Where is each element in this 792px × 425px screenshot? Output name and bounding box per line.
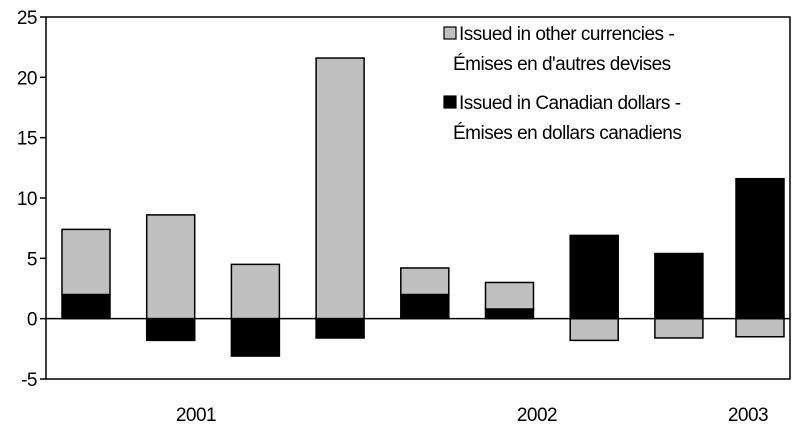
bar-canadian-dollars (61, 293, 111, 320)
x-group-label: 2002 (517, 405, 557, 425)
bar-canadian-dollars (230, 317, 281, 357)
legend-swatch (443, 26, 457, 40)
axes-layer: -5 0 5 10 15 20 25 2001 2002 2003 (17, 8, 791, 425)
bar-canadian-dollars (735, 177, 785, 320)
bars-layer (61, 57, 785, 357)
bar-canadian-dollars (400, 293, 450, 320)
legend-label: Émises en dollars canadiens (453, 123, 681, 144)
x-group-label: 2003 (728, 405, 768, 425)
y-tick-label: 5 (27, 249, 37, 270)
y-tick-label: -5 (21, 370, 37, 391)
bar-other-currencies (569, 317, 619, 342)
bar-canadian-dollars (654, 252, 704, 320)
y-tick-label: 15 (17, 129, 37, 150)
bar-other-currencies (61, 228, 111, 296)
bar-other-currencies (230, 263, 281, 320)
y-tick-label: 25 (17, 8, 37, 29)
legend-label: Issued in Canadian dollars - (459, 93, 681, 114)
legend-label: Issued in other currencies - (459, 24, 674, 45)
bar-other-currencies (735, 317, 785, 338)
y-tick-label: 20 (17, 68, 37, 89)
legend: Issued in other currencies - Émises en d'… (443, 24, 682, 144)
plot-frame (45, 16, 791, 380)
bar-canadian-dollars (484, 308, 535, 320)
bar-other-currencies (315, 57, 365, 320)
y-tick-label: 0 (27, 310, 37, 331)
legend-label: Émises en d'autres devises (453, 54, 671, 75)
y-tick-label: 10 (17, 189, 37, 210)
legend-swatch (443, 95, 457, 109)
bar-canadian-dollars (315, 317, 365, 339)
bar-other-currencies (145, 214, 196, 320)
x-group-label: 2001 (176, 405, 216, 425)
bar-other-currencies (654, 317, 704, 339)
bar-other-currencies (400, 267, 450, 296)
bar-other-currencies (484, 281, 535, 310)
bar-canadian-dollars (569, 234, 619, 320)
bar-canadian-dollars (145, 317, 196, 342)
